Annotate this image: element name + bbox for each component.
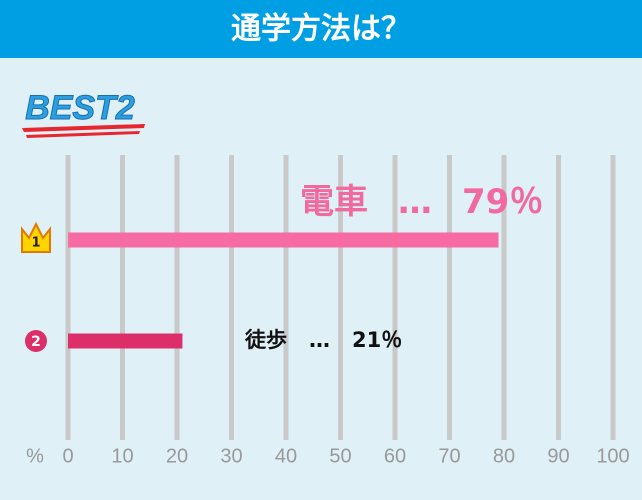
x-tick-label: 70	[438, 445, 460, 467]
bar	[68, 333, 183, 349]
rank-2-icon: 2	[25, 330, 47, 352]
category-label: 電車	[300, 182, 368, 222]
x-tick-label: 60	[384, 445, 406, 467]
badge: BEST2	[25, 89, 135, 127]
value-label: 電車 … 79％	[300, 182, 543, 222]
x-tick-label: 90	[547, 445, 569, 467]
rank-label: 2	[31, 334, 41, 350]
rank-label: 1	[31, 236, 40, 251]
title-banner	[0, 0, 642, 58]
x-tick-label: 20	[166, 445, 188, 467]
x-tick-label: 50	[329, 445, 351, 467]
x-axis-label: %	[26, 445, 44, 467]
value-label: 徒歩 … 21％	[244, 328, 402, 352]
bar	[68, 232, 499, 248]
value-text: 21％	[352, 328, 402, 352]
x-tick-label: 40	[275, 445, 297, 467]
badge-underline	[22, 124, 145, 138]
x-tick-label: 10	[111, 445, 133, 467]
chart-title: 通学方法は？	[231, 12, 411, 47]
value-text: 79％	[462, 182, 543, 222]
x-tick-label: 100	[596, 445, 629, 467]
separator: …	[309, 328, 330, 352]
x-tick-label: 80	[493, 445, 515, 467]
rank-1-icon: 1	[21, 221, 51, 253]
category-label: 徒歩	[244, 328, 287, 352]
separator: …	[398, 182, 432, 222]
x-tick-label: 0	[62, 445, 73, 467]
x-tick-label: 30	[220, 445, 242, 467]
